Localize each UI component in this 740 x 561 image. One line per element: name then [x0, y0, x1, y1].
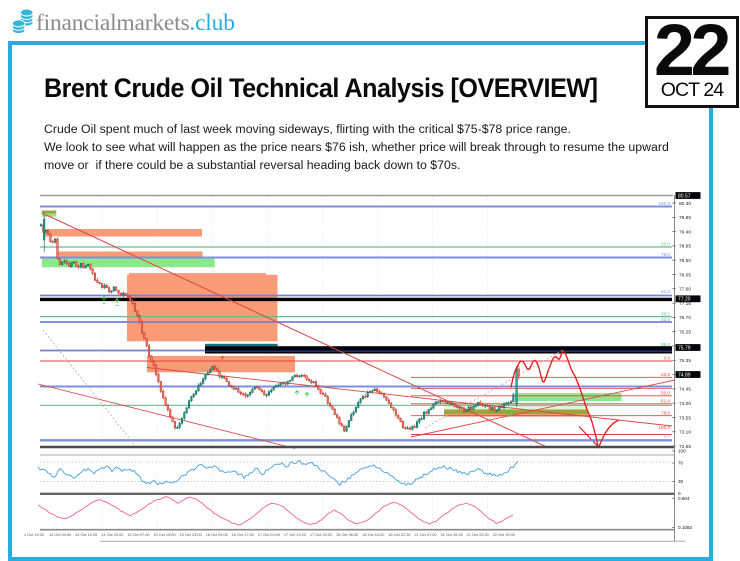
svg-text:18 Oct 14:00: 18 Oct 14:00	[362, 532, 385, 537]
svg-text:76.25: 76.25	[679, 330, 691, 336]
svg-text:73.55: 73.55	[679, 415, 691, 421]
svg-text:14 Oct 20:00: 14 Oct 20:00	[101, 532, 124, 537]
svg-text:0.0: 0.0	[664, 356, 671, 361]
svg-text:14 Oct 04:00: 14 Oct 04:00	[49, 532, 72, 537]
svg-text:17 Oct 12:00: 17 Oct 12:00	[284, 532, 307, 537]
svg-text:50.0: 50.0	[661, 242, 670, 247]
svg-text:70: 70	[678, 461, 684, 466]
svg-text:77.20: 77.20	[678, 297, 691, 303]
svg-text:0.0: 0.0	[664, 433, 671, 438]
svg-text:79.85: 79.85	[679, 215, 691, 221]
svg-text:74.00: 74.00	[679, 401, 691, 407]
svg-text:78.05: 78.05	[679, 272, 691, 278]
svg-text:18 Oct 06:30: 18 Oct 06:30	[336, 532, 359, 537]
svg-text:100.0: 100.0	[659, 425, 671, 430]
svg-text:78.50: 78.50	[679, 258, 691, 264]
svg-text:73.10: 73.10	[679, 430, 691, 436]
svg-text:79.40: 79.40	[679, 229, 691, 235]
svg-text:16 Oct 09:00: 16 Oct 09:00	[206, 532, 229, 537]
svg-text:23.6: 23.6	[661, 372, 670, 377]
svg-text:77.60: 77.60	[679, 287, 691, 293]
svg-text:80.57: 80.57	[678, 193, 691, 199]
svg-text:78.6: 78.6	[661, 252, 670, 257]
svg-text:100: 100	[678, 449, 686, 454]
svg-text:50.0: 50.0	[661, 390, 670, 395]
svg-text:15 Oct 15:00: 15 Oct 15:00	[153, 532, 176, 537]
svg-text:80.30: 80.30	[679, 201, 691, 207]
svg-text:14 Oct 12:00: 14 Oct 12:00	[75, 532, 98, 537]
svg-text:18 Oct 22:30: 18 Oct 22:30	[388, 532, 411, 537]
svg-text:38.2: 38.2	[661, 311, 670, 316]
svg-text:75.35: 75.35	[679, 358, 691, 364]
svg-text:100.0: 100.0	[659, 201, 671, 206]
svg-text:61.8: 61.8	[661, 289, 670, 294]
svg-text:78.6: 78.6	[661, 410, 670, 415]
svg-text:0.1082: 0.1082	[678, 525, 692, 530]
svg-text:0.604: 0.604	[678, 496, 690, 501]
svg-text:21 Oct 07:00: 21 Oct 07:00	[414, 532, 437, 537]
svg-text:30: 30	[678, 479, 684, 484]
svg-text:23.6: 23.6	[661, 317, 670, 322]
svg-text:77.15: 77.15	[679, 301, 691, 307]
svg-text:76.70: 76.70	[679, 315, 691, 321]
svg-text:22 Oct 10:00: 22 Oct 10:00	[493, 532, 516, 537]
svg-text:1 Oct 19:00: 1 Oct 19:00	[24, 532, 45, 537]
svg-text:61.8: 61.8	[661, 399, 670, 404]
svg-text:0: 0	[678, 491, 681, 496]
svg-text:75.79: 75.79	[678, 345, 691, 351]
svg-text:38.2: 38.2	[661, 342, 670, 347]
svg-text:15 Oct 23:00: 15 Oct 23:00	[179, 532, 202, 537]
svg-text:74.45: 74.45	[679, 387, 691, 393]
svg-text:21 Oct 15:30: 21 Oct 15:30	[440, 532, 463, 537]
svg-text:16 Oct 17:00: 16 Oct 17:00	[232, 532, 255, 537]
svg-text:72.65: 72.65	[679, 444, 691, 450]
svg-text:17 Oct 20:00: 17 Oct 20:00	[310, 532, 333, 537]
svg-text:78.95: 78.95	[679, 244, 691, 250]
svg-text:21 Oct 23:30: 21 Oct 23:30	[467, 532, 490, 537]
svg-text:74.89: 74.89	[678, 372, 691, 378]
svg-text:15 Oct 07:00: 15 Oct 07:00	[127, 532, 150, 537]
svg-text:17 Oct 04:00: 17 Oct 04:00	[258, 532, 281, 537]
